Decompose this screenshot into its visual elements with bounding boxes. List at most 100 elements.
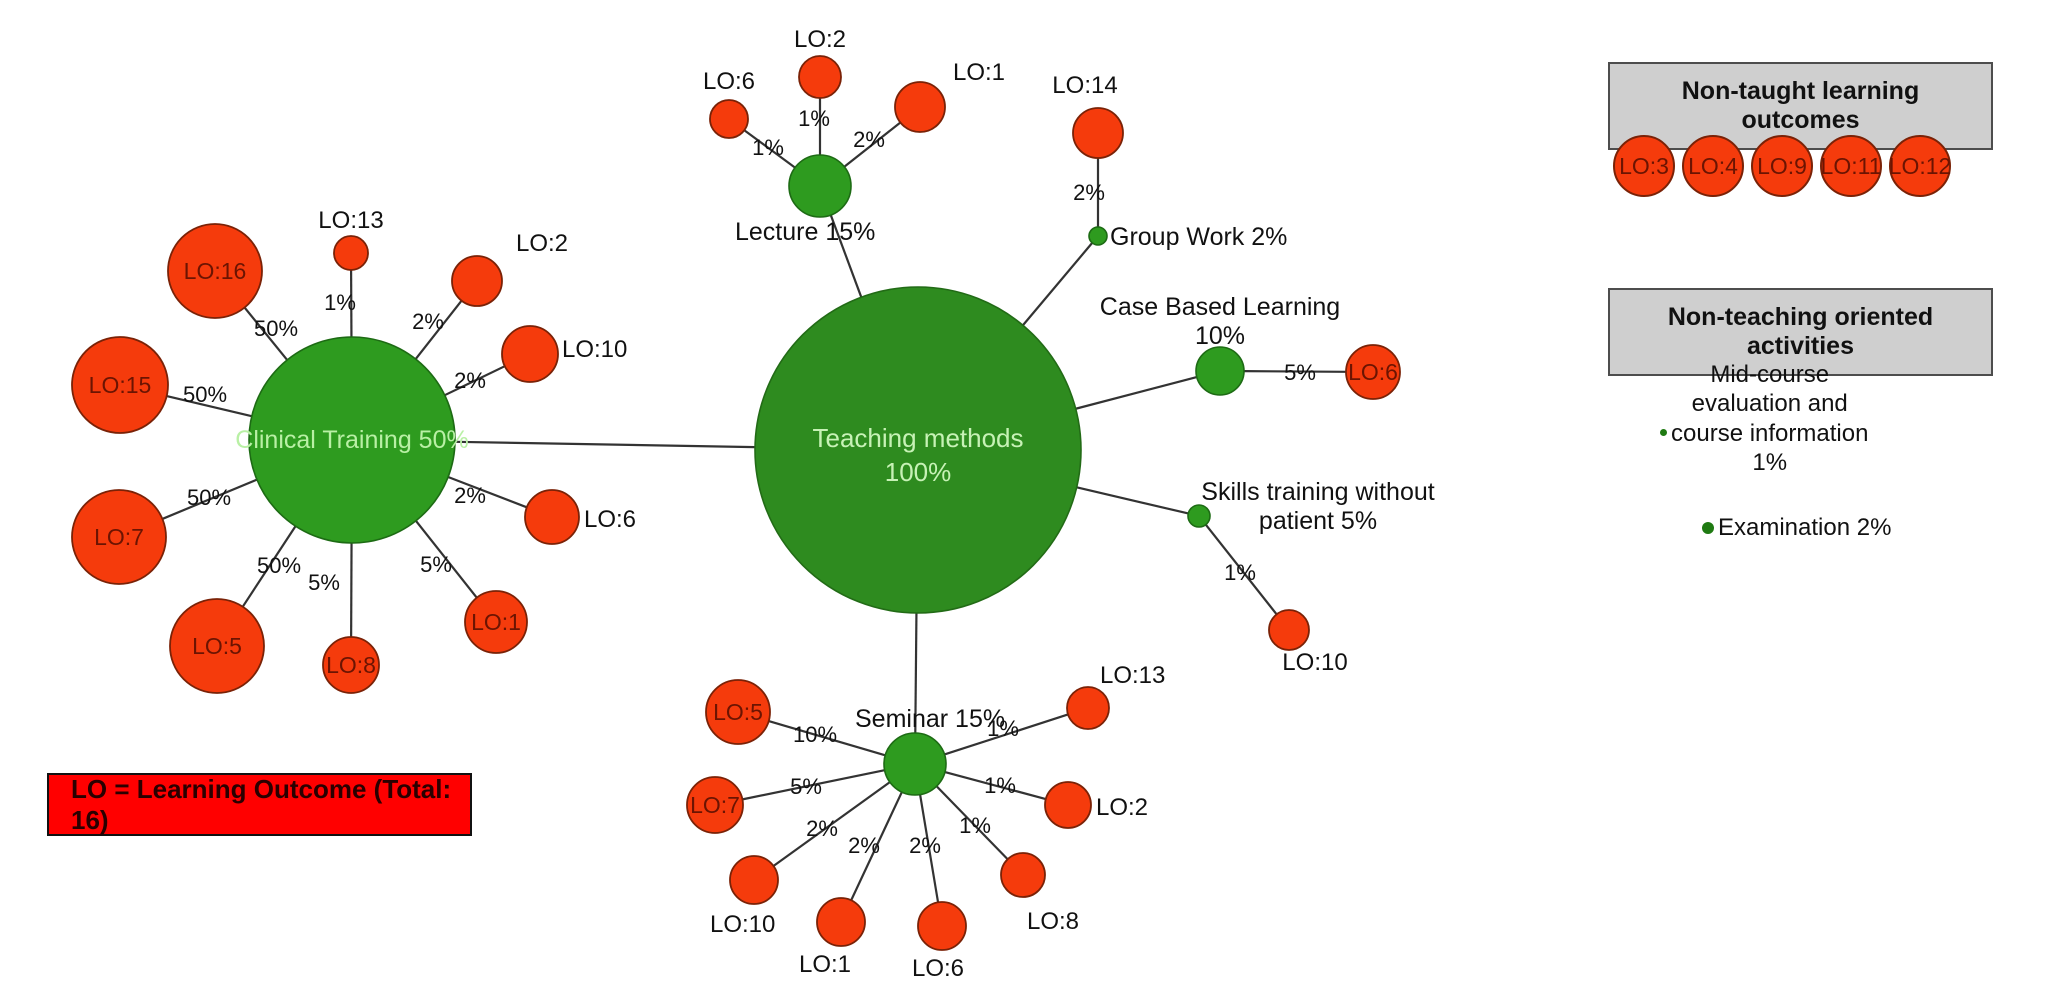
non-taught-chip[interactable]: LO:9 xyxy=(1751,135,1813,197)
edge-weight-23: 1% xyxy=(987,716,1019,741)
edge-weight-14: 5% xyxy=(1284,360,1316,385)
edge-weight-6: 2% xyxy=(454,483,486,508)
outcome-label-20: LO:6 xyxy=(912,955,964,982)
node-value-teaching-methods: 100% xyxy=(885,457,952,487)
edge-teaching-methods-to-lecture xyxy=(829,214,863,298)
edge-weight-4: 5% xyxy=(308,570,340,595)
outcome-label-7: LO:10 xyxy=(562,336,627,363)
node-outcome-lo-5-3[interactable] xyxy=(169,598,265,694)
outcome-label-10: LO:6 xyxy=(703,68,755,95)
node-outcome-lo-13-23[interactable] xyxy=(1066,686,1110,730)
node-outcome-lo-5-16[interactable] xyxy=(705,679,771,745)
outcome-label-17: LO:7 xyxy=(690,792,740,818)
node-clinical-training[interactable] xyxy=(248,336,456,544)
node-outcome-lo-6-6[interactable] xyxy=(524,489,580,545)
edge-seminar-to-outcome-20 xyxy=(919,794,940,903)
node-label-skills-training-without-patient: Skills training without xyxy=(1201,478,1434,506)
outcome-label-22: LO:2 xyxy=(1096,794,1148,821)
node-outcome-lo-7-17[interactable] xyxy=(686,776,744,834)
outcome-label-6: LO:6 xyxy=(584,506,636,533)
legend-learning-outcome: LO = Learning Outcome (Total: 16) xyxy=(47,773,472,836)
node-outcome-lo-16-0[interactable] xyxy=(167,223,263,319)
node-label-case-based-learning: Case Based Learning xyxy=(1100,293,1340,321)
node-outcome-lo-1-19[interactable] xyxy=(816,897,866,947)
edge-seminar-to-outcome-16 xyxy=(768,719,886,757)
outcome-label-3: LO:5 xyxy=(192,633,242,659)
node-outcome-lo-2-8[interactable] xyxy=(451,255,503,307)
outcome-label-1: LO:15 xyxy=(89,372,152,398)
node-label-lecture: Lecture 15% xyxy=(735,218,875,246)
non-taught-chip-strip: LO:3 LO:4 LO:9 LO:11 LO:12 xyxy=(1613,135,1951,197)
edge-clinical-training-to-outcome-5 xyxy=(415,520,478,599)
edge-teaching-methods-to-group-work xyxy=(1022,242,1094,326)
edge-weight-2: 50% xyxy=(187,485,231,510)
outcome-label-19: LO:1 xyxy=(799,951,851,978)
edge-seminar-to-outcome-23 xyxy=(944,713,1069,756)
edge-weight-20: 2% xyxy=(909,833,941,858)
edge-weight-3: 50% xyxy=(257,553,301,578)
node-outcome-lo-2-22[interactable] xyxy=(1044,781,1092,829)
node-label2-case-based-learning: 10% xyxy=(1195,322,1245,350)
edge-clinical-training-to-outcome-8 xyxy=(414,299,463,360)
edge-weight-15: 1% xyxy=(1224,560,1256,585)
outcome-label-12: LO:1 xyxy=(953,59,1005,86)
nodes-layer xyxy=(71,55,1401,951)
node-outcome-lo-13-9[interactable] xyxy=(333,235,369,271)
outcome-label-4: LO:8 xyxy=(326,652,376,678)
outcome-label-16: LO:5 xyxy=(713,699,763,725)
activity-item-examination: Examination 2% xyxy=(1702,513,1891,542)
non-teaching-panel-header: Non-teaching oriented activities xyxy=(1608,288,1993,376)
node-seminar[interactable] xyxy=(883,732,947,796)
edge-teaching-methods-to-clinical-training xyxy=(454,440,756,449)
outcome-label-9: LO:13 xyxy=(318,207,383,234)
node-outcome-lo-6-10[interactable] xyxy=(709,99,749,139)
edge-weight-16: 10% xyxy=(793,722,837,747)
node-outcome-lo-1-12[interactable] xyxy=(894,81,946,133)
node-label-seminar: Seminar 15% xyxy=(855,705,1005,733)
edge-seminar-to-outcome-21 xyxy=(935,785,1009,860)
node-outcome-lo-6-14[interactable] xyxy=(1345,344,1401,400)
outcome-label-2: LO:7 xyxy=(94,524,144,550)
activity-dot-small xyxy=(1660,429,1667,437)
activity-dot-normal xyxy=(1702,521,1714,534)
edge-weight-0: 50% xyxy=(254,316,298,341)
edge-weight-8: 2% xyxy=(412,309,444,334)
node-label-teaching-methods: Teaching methods xyxy=(812,423,1023,453)
node-outcome-lo-14-13[interactable] xyxy=(1072,107,1124,159)
edge-weight-19: 2% xyxy=(848,833,880,858)
node-outcome-lo-8-21[interactable] xyxy=(1000,852,1046,898)
edge-weight-11: 1% xyxy=(798,106,830,131)
edge-weight-18: 2% xyxy=(806,816,838,841)
non-taught-chip[interactable]: LO:11 xyxy=(1820,135,1882,197)
outcome-label-18: LO:10 xyxy=(710,911,775,938)
node-teaching-methods[interactable] xyxy=(754,286,1082,614)
outcome-label-11: LO:2 xyxy=(794,26,846,53)
node-group-work[interactable] xyxy=(1088,226,1108,246)
non-taught-chip[interactable]: LO:3 xyxy=(1613,135,1675,197)
edges-layer xyxy=(161,98,1347,903)
edge-clinical-training-to-outcome-1 xyxy=(166,395,253,418)
node-outcome-lo-6-20[interactable] xyxy=(917,901,967,951)
outcome-label-5: LO:1 xyxy=(471,609,521,635)
non-taught-chip[interactable]: LO:4 xyxy=(1682,135,1744,197)
node-outcome-lo-10-7[interactable] xyxy=(501,325,559,383)
node-outcome-lo-10-18[interactable] xyxy=(729,855,779,905)
node-outcome-lo-8-4[interactable] xyxy=(322,636,380,694)
edge-lecture-to-outcome-12 xyxy=(843,121,902,168)
outcome-label-8: LO:2 xyxy=(516,230,568,257)
edge-teaching-methods-to-case-based-learning xyxy=(1075,376,1198,410)
legend-text: LO = Learning Outcome (Total: 16) xyxy=(71,773,452,835)
node-outcome-lo-1-5[interactable] xyxy=(464,590,528,654)
node-skills-training-without-patient[interactable] xyxy=(1187,504,1211,528)
activity-line-1: Mid-course xyxy=(1710,361,1830,388)
non-taught-chip[interactable]: LO:12 xyxy=(1889,135,1951,197)
node-case-based-learning[interactable] xyxy=(1195,346,1245,396)
activity-label-examination: Examination 2% xyxy=(1718,514,1892,541)
node-outcome-lo-2-11[interactable] xyxy=(798,55,842,99)
node-outcome-lo-15-1[interactable] xyxy=(71,336,169,434)
node-outcome-lo-7-2[interactable] xyxy=(71,489,167,585)
node-lecture[interactable] xyxy=(788,154,852,218)
edge-clinical-training-to-outcome-3 xyxy=(241,525,297,608)
node-outcome-lo-10-15[interactable] xyxy=(1268,609,1310,651)
